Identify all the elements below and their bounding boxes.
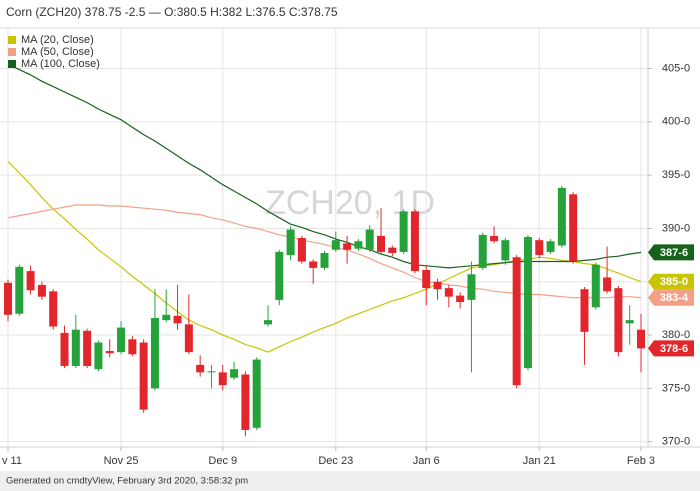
candle-body <box>467 274 476 300</box>
price-tag <box>648 273 694 290</box>
price-tag <box>648 244 694 261</box>
y-tick-label: 395-0 <box>662 169 690 181</box>
candle-body <box>354 241 363 249</box>
candle-body <box>196 364 205 373</box>
candle-body <box>275 251 284 300</box>
candle-body <box>444 288 453 297</box>
candle-body <box>535 240 544 256</box>
ma-line <box>7 160 642 353</box>
candle-body <box>637 329 645 349</box>
candle-body <box>230 369 239 378</box>
price-tag <box>648 340 694 357</box>
candle-body <box>410 211 419 272</box>
legend-swatch <box>8 48 16 56</box>
footer: Generated on cmdtyView, February 3rd 202… <box>6 476 248 487</box>
ma-line <box>7 63 642 269</box>
candle-body <box>71 329 80 366</box>
x-tick-label: Nov 25 <box>104 455 139 467</box>
candle-body <box>4 282 12 315</box>
price-tag-label: 383-4 <box>660 292 689 304</box>
candle-body <box>523 236 532 369</box>
candle-body <box>320 252 329 268</box>
legend-label: MA (20, Close) <box>21 34 94 46</box>
candle-body <box>286 229 295 256</box>
candle-body <box>569 194 578 262</box>
x-tick-label: Dec 9 <box>208 455 237 467</box>
watermark: ZCH20, 1D <box>265 184 435 222</box>
legend-label: MA (50, Close) <box>21 46 94 58</box>
x-tick-label: Jan 6 <box>413 455 440 467</box>
legend-swatch <box>8 36 16 44</box>
candle-body <box>625 320 634 324</box>
candle-body <box>15 266 24 314</box>
candle-body <box>388 247 397 253</box>
y-tick-label: 375-0 <box>662 382 690 394</box>
y-tick-label: 390-0 <box>662 222 690 234</box>
candle-body <box>456 295 465 303</box>
y-tick-label: 370-0 <box>662 436 690 448</box>
candle-body <box>422 270 431 289</box>
candle-body <box>557 187 566 246</box>
candle-body <box>331 240 340 250</box>
candle-body <box>399 211 408 252</box>
candle-body <box>117 327 126 353</box>
candle-body <box>580 289 589 332</box>
candle-body <box>490 235 499 242</box>
price-tag-label: 387-6 <box>660 247 688 259</box>
candle-body <box>603 277 612 292</box>
candle-body <box>105 351 114 354</box>
candle-body <box>128 339 137 355</box>
candle-body <box>343 243 352 250</box>
candle-body <box>49 291 58 327</box>
x-tick-label: v 11 <box>2 455 22 467</box>
footer-bar <box>0 471 700 491</box>
candle-body <box>94 342 103 370</box>
candle-body <box>546 241 555 252</box>
ma-line <box>7 204 642 299</box>
y-tick-label: 380-0 <box>662 329 690 341</box>
x-tick-label: Feb 3 <box>627 455 655 467</box>
candle-body <box>297 238 306 262</box>
candle-body <box>60 332 69 366</box>
candle-body <box>377 235 386 252</box>
candle-body <box>83 330 92 366</box>
price-tag-label: 378-6 <box>660 343 688 355</box>
candle-body <box>37 284 46 297</box>
candle-body <box>501 240 510 261</box>
candle-body <box>614 288 623 353</box>
legend-label: MA (100, Close) <box>21 58 100 70</box>
grid-layer <box>0 28 648 447</box>
candle-body <box>309 261 318 268</box>
candle-body <box>26 271 35 291</box>
price-tag <box>648 289 694 306</box>
candle-body <box>512 257 521 386</box>
candle-body <box>252 359 261 428</box>
candle-body <box>150 317 159 389</box>
x-tick-label: Dec 23 <box>318 455 353 467</box>
chart-title: Corn (ZCH20) 378.75 -2.5 — O:380.5 H:382… <box>6 5 338 19</box>
candle-body <box>433 281 442 290</box>
candle-body <box>173 315 182 324</box>
candle-body <box>591 264 600 308</box>
candle-body <box>162 314 171 321</box>
y-tick-label: 400-0 <box>662 116 690 128</box>
candle-body <box>241 374 250 430</box>
candle-body <box>184 324 193 353</box>
price-tag-label: 385-0 <box>660 276 688 288</box>
candle-body <box>139 342 148 410</box>
candle-body <box>478 234 487 268</box>
legend-swatch <box>8 60 16 68</box>
candle-body <box>218 372 227 386</box>
candle-body <box>263 320 272 325</box>
y-tick-label: 405-0 <box>662 62 690 74</box>
x-tick-label: Jan 21 <box>523 455 556 467</box>
candle-body <box>365 229 374 250</box>
candle-body <box>207 371 216 373</box>
